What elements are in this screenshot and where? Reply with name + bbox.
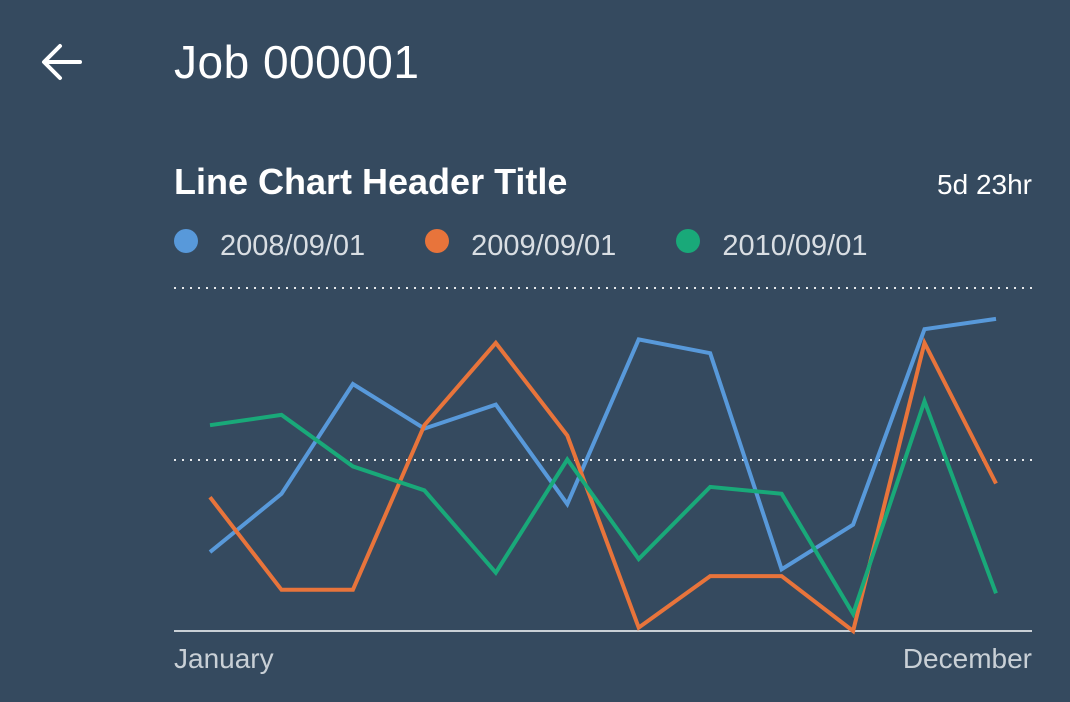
legend-dot: [676, 229, 701, 253]
x-axis-label-end: December: [902, 643, 1032, 674]
chart-legend: 2008/09/01 2009/09/01 2010/09/01: [174, 226, 927, 266]
page-title: Job 000001: [174, 36, 420, 88]
series-line-2: [208, 337, 998, 635]
series-line-1: [208, 316, 997, 573]
legend-item: 2008/09/01: [174, 226, 365, 266]
chart-duration: 5d 23hr: [937, 169, 1032, 200]
series-line-3: [209, 395, 998, 619]
legend-item: 2010/09/01: [676, 226, 867, 266]
legend-item: 2009/09/01: [425, 226, 616, 266]
legend-label: 2010/09/01: [722, 230, 868, 262]
legend-dot: [425, 229, 450, 253]
arrow-left-icon: [42, 44, 82, 80]
legend-label: 2008/09/01: [220, 230, 366, 262]
x-axis-label-start: January: [174, 643, 274, 674]
legend-dot: [174, 229, 198, 253]
chart-title: Line Chart Header Title: [174, 161, 568, 202]
legend-label: 2009/09/01: [471, 230, 617, 262]
back-button[interactable]: [30, 30, 94, 94]
